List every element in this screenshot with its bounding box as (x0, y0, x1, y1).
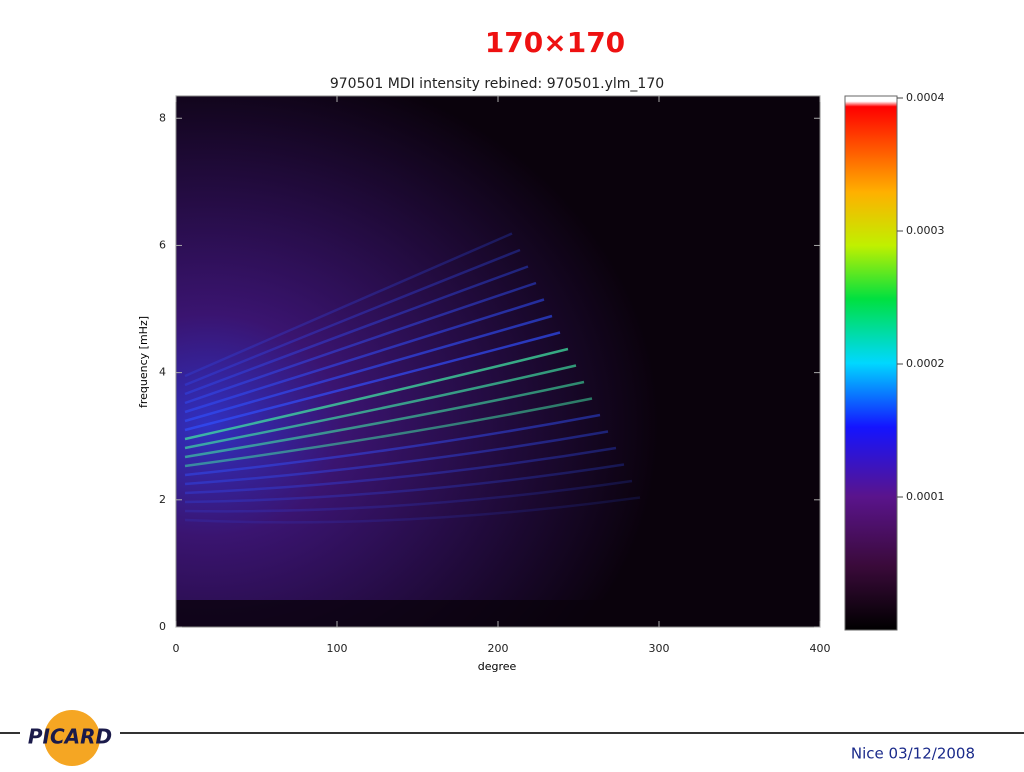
logo: PICARD (28, 725, 112, 749)
y-axis-label: frequency [mHz] (137, 316, 150, 408)
footer: Nice 03/12/2008 (851, 745, 975, 763)
ridge (184, 430, 609, 486)
colorbar-tick-label: 0.0004 (906, 91, 945, 104)
x-tick-label: 400 (810, 642, 831, 655)
ridge (184, 479, 633, 513)
heatmap (176, 96, 820, 627)
x-tick-label: 0 (173, 642, 180, 655)
ridge (184, 463, 625, 504)
x-tick-label: 300 (649, 642, 670, 655)
ridge (184, 413, 601, 477)
y-tick-label: 4 (159, 366, 166, 379)
colorbar-tick-label: 0.0002 (906, 357, 945, 370)
logo-disc (44, 710, 100, 766)
ridge (184, 298, 545, 414)
ridge (184, 281, 537, 405)
colorbar-tick-label: 0.0003 (906, 224, 945, 237)
ridge (184, 446, 617, 495)
x-tick-label: 200 (488, 642, 509, 655)
y-tick-label: 2 (159, 493, 166, 506)
y-tick-label: 8 (159, 111, 166, 124)
colorbar (844, 95, 898, 631)
y-tick-label: 6 (159, 238, 166, 251)
colorbar-tick-label: 0.0001 (906, 490, 945, 503)
y-tick-label: 0 (159, 620, 166, 633)
ridge (184, 347, 569, 441)
x-axis-label: degree (478, 660, 517, 673)
chart-title: 970501 MDI intensity rebined: 970501.ylm… (330, 76, 664, 92)
ridge (184, 380, 585, 459)
ridge (184, 364, 577, 450)
ridge (184, 496, 641, 524)
ridge (184, 331, 561, 432)
ridge (184, 248, 521, 387)
ridge (184, 397, 593, 468)
ridge (184, 232, 513, 378)
ridge (184, 265, 529, 396)
x-tick-label: 100 (327, 642, 348, 655)
ridge (184, 314, 553, 423)
slide-title: 170×170 (485, 26, 625, 59)
